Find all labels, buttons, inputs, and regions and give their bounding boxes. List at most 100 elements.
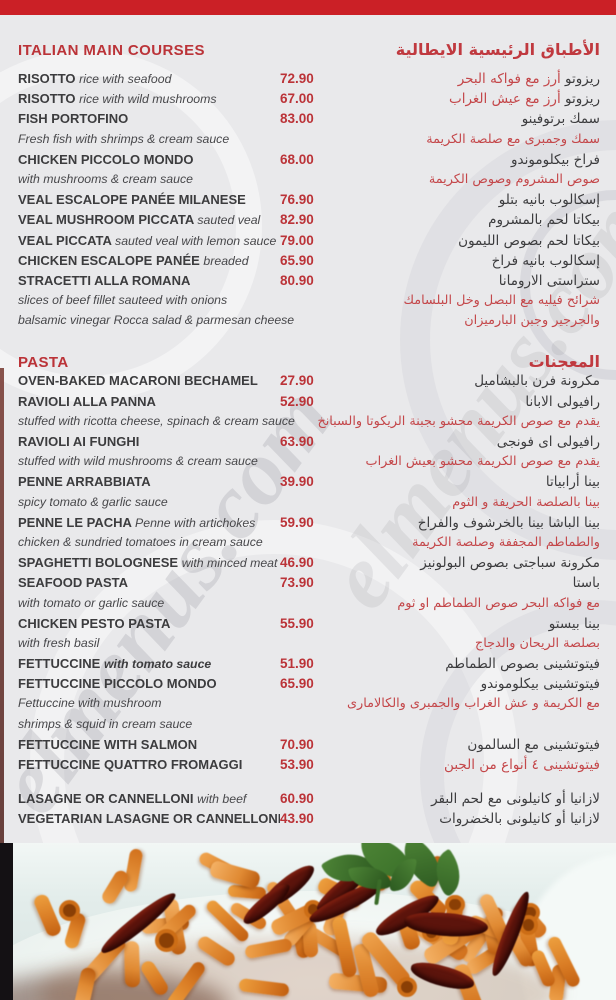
item-desc-row: chicken & sundried tomatoes in cream sau…: [18, 535, 600, 555]
item-name-ar: سمك برتوفينو: [342, 111, 600, 127]
item-price: 76.90: [280, 192, 314, 208]
item-price: 51.90: [280, 656, 314, 672]
item-inline-desc: sauted veal with lemon sauce: [115, 233, 277, 248]
item-inline-desc: rice with seafood: [79, 72, 172, 86]
item-desc-ar: يقدم مع صوص الكريمة محشو بجبنة الريكوتا …: [317, 413, 600, 429]
menu-item-row: CHICKEN PESTO PASTA 55.90 بينا بيستو: [18, 616, 600, 636]
item-ar-segment: فيتوتشينى بيكلوموندو: [480, 676, 600, 693]
item-name-ar: مكرونة فرن بالبشاميل: [342, 373, 600, 389]
item-ar-segment: ريزوتو: [560, 91, 600, 108]
item-ar-segment: ستراستى الارومانا: [498, 272, 600, 289]
item-price: 67.00: [280, 91, 314, 107]
pasta-dish-art: [0, 843, 616, 1000]
item-price: 43.90: [280, 811, 314, 827]
item-desc-en: balsamic vinegar Rocca salad & parmesan …: [18, 313, 295, 328]
item-name-en: RAVIOLI AI FUNGHI: [18, 434, 280, 449]
item-name-text: OVEN-BAKED MACARONI BECHAMEL: [18, 373, 258, 389]
item-name-en: FETTUCCINE QUATTRO FROMAGGI: [18, 757, 280, 772]
item-name-text: RAVIOLI ALLA PANNA: [18, 393, 156, 409]
item-desc-row: stuffed with wild mushrooms & cream sauc…: [18, 454, 600, 474]
item-ar-segment: بيكاتا لحم بالمشروم: [488, 212, 600, 229]
item-ar-segment: مكرونة فرن بالبشاميل: [474, 373, 600, 390]
item-desc-ar: سمك وجمبرى مع صلصة الكريمة: [426, 131, 600, 147]
section-title-ar: المعجنات: [528, 352, 600, 372]
item-price: 68.00: [280, 151, 314, 167]
item-name-ar: فيتوتشينى مع السالمون: [342, 737, 600, 753]
menu-item-row: LASAGNE OR CANNELLONI with beef 60.90 لازا…: [18, 791, 600, 811]
item-name-en: SPAGHETTI BOLOGNESE with minced meat: [18, 555, 280, 570]
item-ar-segment: فيتوتشينى بصوص الطماطم: [445, 656, 600, 673]
item-name-ar: بينا الباشا بينا بالخرشوف والفراخ: [342, 515, 600, 531]
menu-item-row: VEGETARIAN LASAGNE OR CANNELLONI 43.90 لاز…: [18, 811, 600, 831]
item-desc-ar: مع الكريمة و عش الغراب والجمبرى والكالام…: [347, 696, 600, 712]
dish-photo: [0, 843, 616, 1000]
item-name-text: CHICKEN ESCALOPE PANÉE: [18, 252, 200, 268]
item-ar-segment: بينا أرابياتا: [545, 474, 600, 491]
pasta-piece: [238, 977, 290, 997]
item-ar-segment: مكرونة سباجتى بصوص البولونيز: [420, 555, 600, 572]
item-desc-en: stuffed with ricotta cheese, spinach & c…: [18, 413, 295, 428]
item-desc-en: shrimps & squid in cream sauce: [18, 716, 193, 731]
pasta-piece: [138, 958, 171, 998]
section-title-en: ITALIAN MAIN COURSES: [18, 42, 205, 59]
menu-item-row: OVEN-BAKED MACARONI BECHAMEL 27.90 مكرونة …: [18, 373, 600, 393]
item-name-en: VEGETARIAN LASAGNE OR CANNELLONI: [18, 811, 280, 826]
item-name-ar: فراخ بيكلوموندو: [342, 152, 600, 168]
item-name-ar: ستراستى الارومانا: [342, 273, 600, 289]
item-desc-en: with tomato or garlic sauce: [18, 595, 165, 610]
item-name-ar: لازانيا أو كانيلونى بالخضروات: [342, 811, 600, 827]
menu-section-pasta: PASTA المعجنات OVEN-BAKED MACARONI BECHAME…: [18, 347, 600, 831]
item-name-ar: بيكاتا لحم بصوص الليمون: [342, 233, 600, 249]
item-name-en: CHICKEN ESCALOPE PANÉE breaded: [18, 253, 280, 268]
section-title-ar: الأطباق الرئيسية الايطالية: [395, 40, 600, 59]
item-name-text: FETTUCCINE PICCOLO MONDO: [18, 676, 217, 692]
item-name-text: PENNE ARRABBIATA: [18, 474, 151, 490]
item-ar-segment: إسكالوب بانيه بتلو: [498, 192, 600, 209]
item-ar-segment: إسكالوب بانيه فراخ: [491, 252, 600, 269]
menu-item-row: PENNE ARRABBIATA 39.90 بينا أرابياتا: [18, 474, 600, 494]
item-inline-desc: with tomato sauce: [103, 657, 212, 672]
item-ar-segment: بينا الباشا بينا بالخرشوف والفراخ: [417, 514, 600, 531]
item-name-ar: رافيولى اى فونجى: [342, 434, 600, 450]
menu-item-row: CHICKEN PICCOLO MONDO 68.00 فراخ بيكلوموند…: [18, 152, 600, 172]
page-edge-shadow: [0, 368, 4, 843]
item-name-text: STRACETTI ALLA ROMANA: [18, 272, 191, 288]
menu-item-row: SPAGHETTI BOLOGNESE with minced meat 46.9…: [18, 555, 600, 575]
pasta-piece: [72, 966, 98, 1000]
item-name-en: RISOTTO rice with wild mushrooms: [18, 91, 280, 106]
item-name-en: VEAL MUSHROOM PICCATA sauted veal: [18, 212, 280, 227]
item-price: 63.90: [280, 434, 314, 449]
menu-item-row: PENNE LE PACHA Penne with artichokes 59.9…: [18, 515, 600, 535]
item-name-en: PENNE LE PACHA Penne with artichokes: [18, 515, 280, 530]
menu-item-row: RAVIOLI ALLA PANNA 52.90 رافيولى الابانا: [18, 394, 600, 414]
item-name-en: OVEN-BAKED MACARONI BECHAMEL: [18, 373, 280, 388]
item-name-en: FETTUCCINE with tomato sauce: [18, 656, 280, 671]
menu-item-row: SEAFOOD PASTA 73.90 باستا: [18, 575, 600, 595]
item-name-text: VEGETARIAN LASAGNE OR CANNELLONI: [18, 811, 280, 827]
item-ar-segment: فراخ بيكلوموندو: [511, 151, 600, 168]
section-heading: ITALIAN MAIN COURSES الأطباق الرئيسية الا…: [18, 35, 600, 59]
item-name-text: FETTUCCINE WITH SALMON: [18, 736, 198, 752]
item-name-en: LASAGNE OR CANNELLONI with beef: [18, 791, 280, 806]
item-desc-ar: والجرجير وجبن البارميزان: [464, 313, 600, 329]
menu-item-row: CHICKEN ESCALOPE PANÉE breaded 65.90 إسكال…: [18, 253, 600, 273]
item-name-text: VEAL MUSHROOM PICCATA: [18, 212, 194, 228]
item-desc-ar: بينا بالصلصة الحريفة و الثوم: [452, 494, 600, 510]
item-name-en: FETTUCCINE WITH SALMON: [18, 737, 280, 752]
item-name-text: FETTUCCINE QUATTRO FROMAGGI: [18, 757, 243, 772]
section-title-en: PASTA: [18, 354, 69, 372]
item-ar-segment: رافيولى الابانا: [525, 393, 600, 410]
item-name-ar: بينا بيستو: [342, 616, 600, 632]
pasta-piece: [124, 941, 141, 988]
item-desc-en: with fresh basil: [18, 635, 100, 650]
photo-dark-edge: [0, 843, 13, 1000]
item-name-en: RAVIOLI ALLA PANNA: [18, 394, 280, 409]
item-desc-ar: شرائح فيليه مع البصل وخل البلسامك: [403, 293, 601, 309]
item-name-en: FETTUCCINE PICCOLO MONDO: [18, 676, 280, 691]
item-name-ar: رافيولى الابانا: [342, 394, 600, 410]
menu-item-row: RAVIOLI AI FUNGHI 63.90 رافيولى اى فونجى: [18, 434, 600, 454]
item-name-en: SEAFOOD PASTA: [18, 575, 280, 590]
item-name-ar: ريزوتو أرز مع عيش الغراب: [342, 91, 600, 107]
menu-item-row: FETTUCCINE WITH SALMON 70.90 فيتوتشينى مع …: [18, 737, 600, 757]
item-name-ar: فيتوتشينى بيكلوموندو: [342, 676, 600, 692]
